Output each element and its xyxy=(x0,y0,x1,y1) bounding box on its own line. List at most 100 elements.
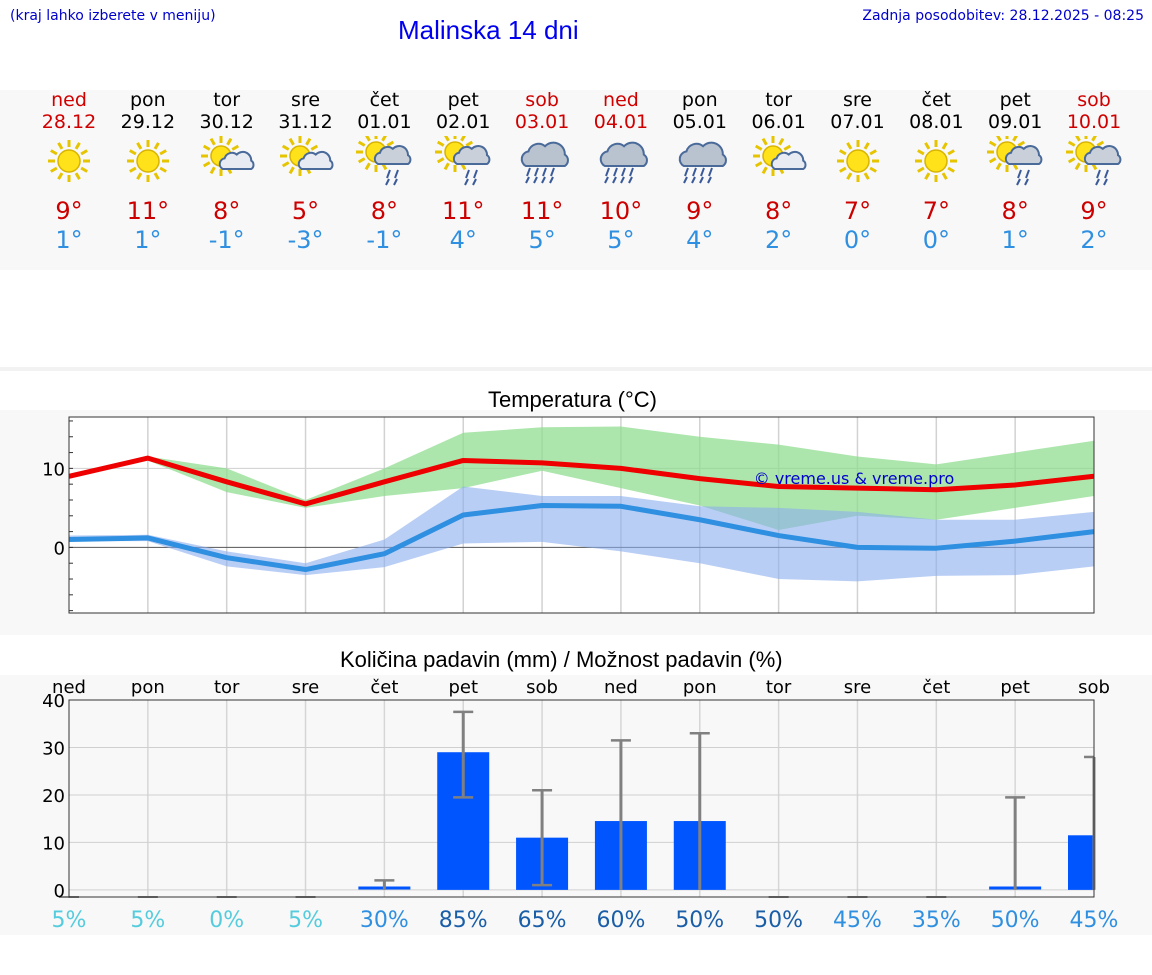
day-column: tor 30.12 xyxy=(187,89,267,133)
day-column: pon 05.01 xyxy=(660,89,740,133)
last-updated: Zadnja posodobitev: 28.12.2025 - 08:25 xyxy=(862,8,1144,24)
day-column: sob 10.01 xyxy=(1054,89,1134,133)
watermark: © vreme.us & vreme.pro xyxy=(754,469,955,488)
precipitation-probability: 50% xyxy=(991,908,1040,933)
y-tick-label: 0 xyxy=(54,538,65,559)
day-date: 03.01 xyxy=(514,111,570,133)
day-label: pon xyxy=(683,677,717,698)
day-label: sre xyxy=(844,677,871,698)
day-date: 10.01 xyxy=(1066,111,1122,133)
min-temperature: -3° xyxy=(287,226,324,254)
max-temperature-line xyxy=(68,455,1095,507)
sun-icon xyxy=(120,136,176,186)
day-date: 01.01 xyxy=(357,111,412,133)
day-column: čet 08.01 xyxy=(896,89,976,133)
min-temperature: 5° xyxy=(607,226,635,254)
day-name: čet xyxy=(369,89,400,111)
max-temperature: 9° xyxy=(686,197,714,225)
day-date: 04.01 xyxy=(593,111,649,133)
day-name: sob xyxy=(1077,89,1111,111)
location-hint: (kraj lahko izberete v meniju) xyxy=(10,8,216,24)
day-column: sre 31.12 xyxy=(266,89,346,133)
precipitation-probability: 50% xyxy=(754,908,803,933)
max-temperature: 8° xyxy=(765,197,793,225)
y-tick-label: 20 xyxy=(42,786,65,807)
max-temperature: 11° xyxy=(441,197,485,225)
min-temperature: 1° xyxy=(134,226,162,254)
precipitation-probability: 45% xyxy=(833,908,882,933)
day-label: tor xyxy=(766,677,792,698)
precipitation-probability: 5% xyxy=(130,908,165,933)
max-temperature: 9° xyxy=(1080,197,1108,225)
day-label: čet xyxy=(370,677,398,698)
day-column: pet 02.01 xyxy=(423,89,503,133)
y-tick-label: 40 xyxy=(42,691,65,712)
day-date: 08.01 xyxy=(909,111,964,133)
min-temperature: 0° xyxy=(922,226,950,254)
max-temperature: 10° xyxy=(599,197,643,225)
day-column: tor 06.01 xyxy=(739,89,819,133)
day-column: ned 28.12 xyxy=(29,89,109,133)
day-date: 28.12 xyxy=(41,111,97,133)
precipitation-bar xyxy=(1068,835,1094,890)
sun-rain-cloud-icon xyxy=(356,132,412,186)
day-label: sob xyxy=(1078,677,1110,698)
day-name: pon xyxy=(681,89,718,111)
plot-frame xyxy=(68,699,1095,898)
day-label: ned xyxy=(52,677,86,698)
rain-cloud-icon xyxy=(672,136,728,186)
min-range-band xyxy=(69,486,1094,582)
day-label: sob xyxy=(526,677,558,698)
precipitation-probability: 60% xyxy=(596,908,645,933)
max-temperature: 7° xyxy=(922,197,950,225)
max-temperature: 8° xyxy=(370,197,399,225)
day-name: sre xyxy=(291,89,321,111)
y-tick-label: 10 xyxy=(42,833,65,854)
day-name: sre xyxy=(843,89,872,111)
precipitation-probability: 45% xyxy=(1070,908,1119,933)
sun-icon xyxy=(41,136,97,186)
max-temperature: 7° xyxy=(843,197,872,225)
precipitation-probability: 85% xyxy=(439,908,488,933)
min-temperature: 4° xyxy=(449,226,477,254)
max-temperature: 9° xyxy=(55,197,83,225)
day-label: ned xyxy=(604,677,638,698)
temperature-chart-title: Temperatura (°C) xyxy=(488,387,657,412)
forecast-band xyxy=(0,90,1152,270)
day-date: 05.01 xyxy=(672,111,727,133)
precipitation-probability: 0% xyxy=(209,908,244,933)
day-name: pet xyxy=(999,89,1031,111)
day-column: ned 04.01 xyxy=(581,89,661,133)
day-column: sob 03.01 xyxy=(502,89,582,133)
day-date: 02.01 xyxy=(436,111,491,133)
day-date: 30.12 xyxy=(199,111,254,133)
precipitation-chart-title: Količina padavin (mm) / Možnost padavin … xyxy=(340,647,783,672)
precipitation-probability: 35% xyxy=(912,908,961,933)
max-range-band xyxy=(69,426,1094,531)
min-temperature: 1° xyxy=(1001,226,1029,254)
min-temperature: -1° xyxy=(208,226,245,254)
day-column: čet 01.01 xyxy=(344,89,424,133)
sun-rain-cloud-icon xyxy=(1066,132,1122,186)
day-date: 07.01 xyxy=(830,111,885,133)
precipitation-probability: 5% xyxy=(52,908,87,933)
max-temperature: 8° xyxy=(1001,197,1029,225)
y-tick-label: 10 xyxy=(42,459,65,480)
min-temperature: 2° xyxy=(1080,226,1108,254)
max-temperature: 11° xyxy=(126,197,170,225)
min-temperature: 5° xyxy=(528,226,556,254)
plot-area xyxy=(69,700,1094,897)
max-temperature: 8° xyxy=(213,197,241,225)
day-label: čet xyxy=(922,677,950,698)
day-date: 09.01 xyxy=(987,111,1043,133)
rain-cloud-icon xyxy=(514,136,570,186)
day-name: pet xyxy=(447,89,479,111)
sun-icon xyxy=(830,136,886,186)
rain-cloud-icon xyxy=(593,136,649,186)
y-tick-label: 0 xyxy=(54,881,65,902)
day-label: tor xyxy=(214,677,240,698)
max-temperature: 11° xyxy=(520,197,564,225)
divider xyxy=(0,367,1152,371)
precipitation-probability: 5% xyxy=(288,908,323,933)
